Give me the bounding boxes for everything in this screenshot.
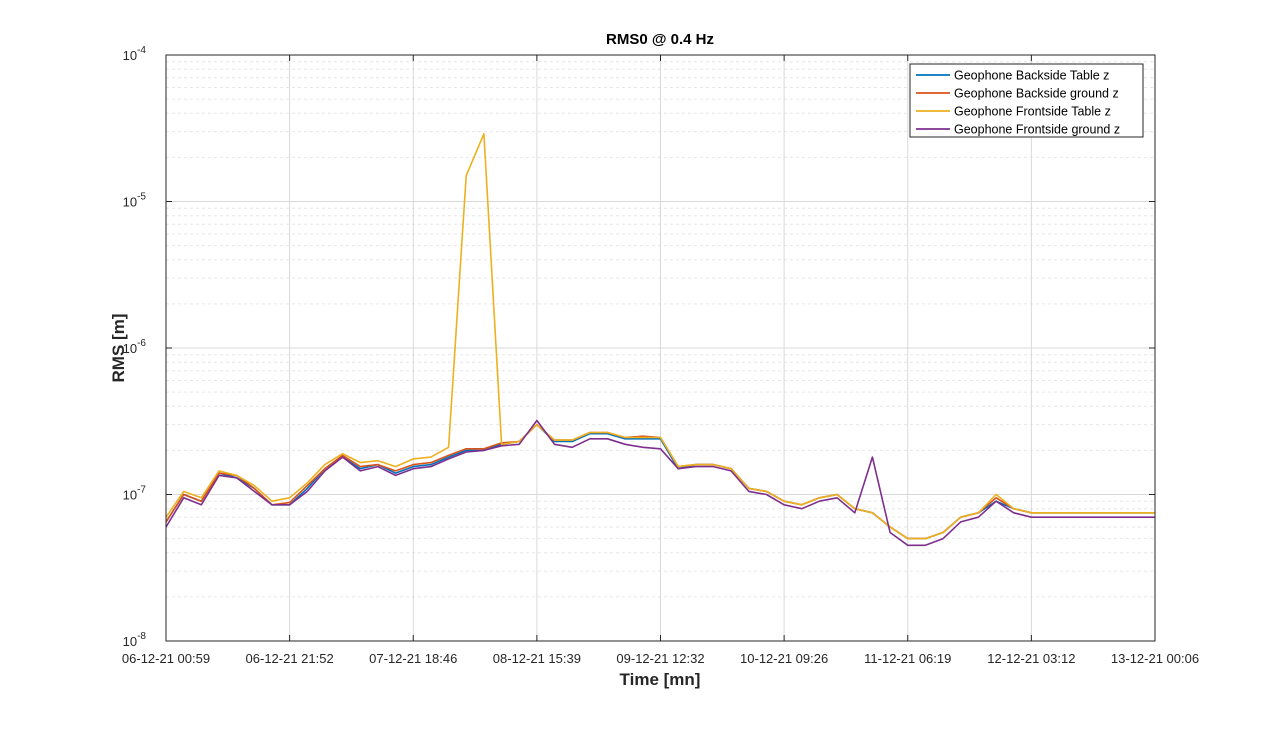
series-line-3 — [165, 133, 1155, 540]
x-tick-label: 11-12-21 06:19 — [864, 651, 951, 666]
y-tick-label: 10-7 — [123, 485, 147, 503]
series-layer — [165, 133, 1155, 547]
x-tick-label: 08-12-21 15:39 — [493, 651, 581, 666]
y-tick-label: 10-4 — [123, 45, 147, 63]
x-tick-label: 06-12-21 21:52 — [246, 651, 334, 666]
y-axis-label: RMS [m] — [109, 314, 128, 383]
y-axis-ticks: 10-8 10-7 10-6 10-5 10-4 — [123, 45, 1155, 649]
x-axis-ticks: 06-12-21 00:59 06-12-21 21:52 07-12-21 18:… — [122, 55, 1199, 666]
x-tick-label: 06-12-21 00:59 — [122, 651, 210, 666]
series-line-4 — [165, 419, 1155, 547]
legend-box — [909, 63, 1144, 138]
x-tick-label: 09-12-21 12:32 — [616, 651, 704, 666]
legend-entry: Geophone Backside ground z — [954, 87, 1119, 101]
y-tick-label: 10-5 — [123, 192, 147, 210]
legend-entry: Geophone Frontside ground z — [954, 123, 1120, 137]
legend-entry: Geophone Frontside Table z — [954, 105, 1111, 119]
y-tick-label: 10-8 — [123, 631, 147, 649]
x-tick-label: 12-12-21 03:12 — [987, 651, 1075, 666]
x-axis-label: Time [mn] — [620, 670, 701, 689]
x-tick-label: 07-12-21 18:46 — [369, 651, 457, 666]
x-tick-label: 13-12-21 00:06 — [1111, 651, 1199, 666]
chart-title: RMS0 @ 0.4 Hz — [606, 31, 714, 48]
y-tick-label: 10-6 — [123, 338, 147, 356]
legend: Geophone Backside Table z Geophone Backsi… — [909, 63, 1144, 138]
legend-entry: Geophone Backside Table z — [954, 69, 1109, 83]
x-tick-label: 10-12-21 09:26 — [740, 651, 828, 666]
